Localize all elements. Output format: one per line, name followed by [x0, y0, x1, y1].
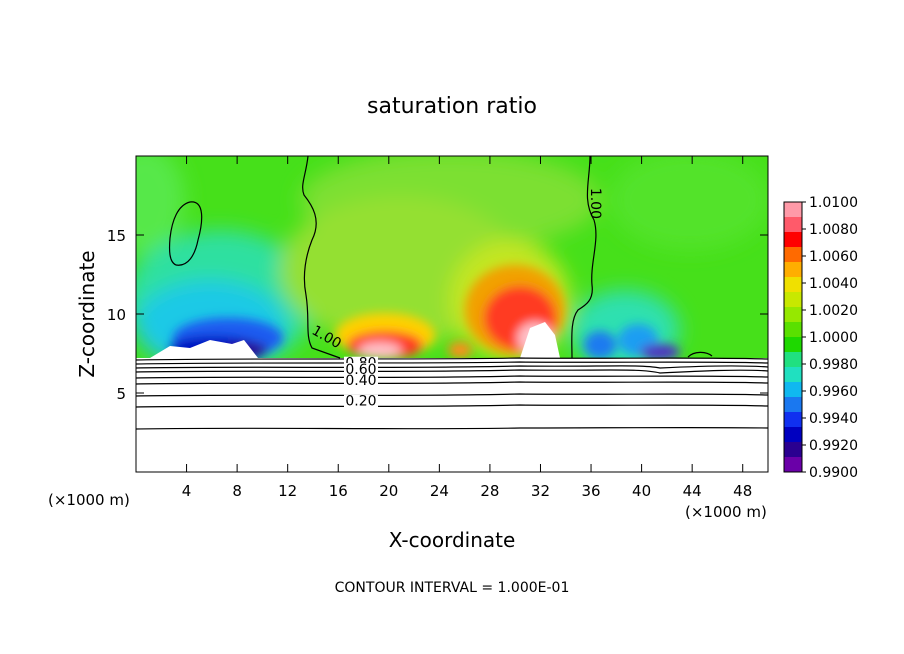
colorbar-swatch	[784, 292, 802, 308]
x-tick-label: 4	[182, 482, 192, 500]
x-unit-left: (×1000 m)	[48, 491, 130, 509]
contour-label: 0.60	[345, 362, 376, 378]
colorbar-swatch	[784, 352, 802, 368]
colorbar-tick-label: 1.0020	[809, 303, 858, 319]
colorbar-swatch	[784, 337, 802, 353]
x-tick-label: 48	[733, 482, 752, 500]
x-tick-label: 12	[278, 482, 297, 500]
x-tick-label: 32	[531, 482, 550, 500]
chart-title: saturation ratio	[367, 94, 537, 119]
x-tick-label: 36	[581, 482, 600, 500]
colorbar-tick-label: 0.9960	[809, 384, 858, 400]
contour-lines	[136, 156, 768, 430]
x-axis-label: X-coordinate	[389, 528, 516, 552]
y-tick-label: 5	[116, 385, 126, 403]
colorbar-swatch	[784, 442, 802, 458]
colorbar-tick-label: 0.9920	[809, 438, 858, 454]
colorbar-tick-label: 0.9900	[809, 465, 858, 481]
y-axis-ticks: 5 10 15	[107, 227, 768, 403]
x-axis-ticks: 4 8 12 16 20 24 28 32 36 40 44 48	[182, 156, 752, 500]
colorbar-swatch	[784, 367, 802, 383]
colorbar-tick-label: 1.0100	[809, 195, 858, 211]
colorbar-tick-label: 1.0060	[809, 249, 858, 265]
x-tick-label: 24	[430, 482, 449, 500]
contour-interval-note: CONTOUR INTERVAL = 1.000E-01	[335, 580, 570, 596]
colorbar-swatch	[784, 427, 802, 443]
x-tick-label: 40	[632, 482, 651, 500]
contour-label-bg	[343, 394, 378, 408]
y-tick-label: 10	[107, 306, 126, 324]
saturation-field	[136, 156, 768, 472]
colorbar-tick-label: 1.0000	[809, 330, 858, 346]
colorbar-swatch	[784, 322, 802, 338]
colorbar-tick-label: 0.9940	[809, 411, 858, 427]
x-tick-label: 8	[232, 482, 242, 500]
colorbar-swatch	[784, 412, 802, 428]
colorbar-tick-label: 1.0080	[809, 222, 858, 238]
colorbar-swatch	[784, 457, 802, 473]
colorbar-swatch	[784, 202, 802, 218]
x-tick-label: 28	[480, 482, 499, 500]
x-tick-label: 44	[683, 482, 702, 500]
x-unit-right: (×1000 m)	[685, 503, 767, 521]
y-tick-label: 15	[107, 227, 126, 245]
contour-label: 1.00	[587, 188, 603, 219]
y-axis-label: Z-coordinate	[75, 250, 99, 377]
x-tick-label: 16	[329, 482, 348, 500]
colorbar-tick-label: 1.0040	[809, 276, 858, 292]
colorbar-swatch	[784, 382, 802, 398]
colorbar-swatch	[784, 397, 802, 413]
colorbar-swatch	[784, 307, 802, 323]
contour-label-bg	[343, 374, 378, 388]
contour-label: 0.20	[345, 394, 376, 410]
contour-label: 0.40	[345, 373, 376, 389]
colorbar-swatch	[784, 217, 802, 233]
colorbar-tick-label: 0.9980	[809, 357, 858, 373]
colorbar: 1.0100 1.0080 1.0060 1.0040 1.0020 1.0000 0.99…	[783, 195, 858, 481]
colorbar-swatch	[784, 247, 802, 263]
colorbar-swatch	[784, 262, 802, 278]
contour-label-bg	[343, 363, 378, 377]
colorbar-swatch	[784, 277, 802, 293]
colorbar-swatch	[784, 232, 802, 248]
x-tick-label: 20	[379, 482, 398, 500]
